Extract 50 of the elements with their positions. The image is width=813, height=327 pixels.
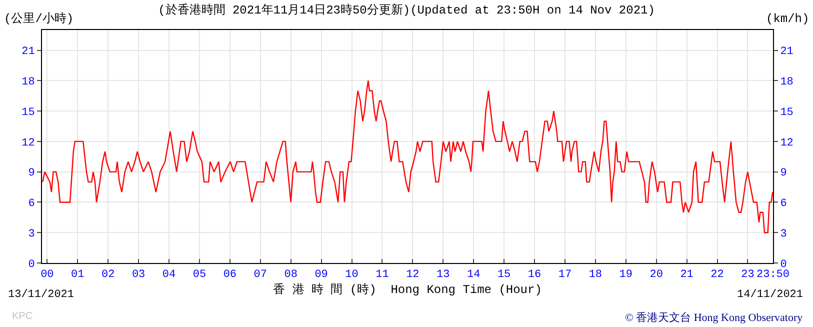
y-tick-label: 6 [28, 198, 35, 210]
x-tick-label: 11 [376, 269, 390, 282]
text: © 香港天文台 Hong Kong Observatory [625, 311, 804, 324]
x-tick-label: 15 [497, 269, 511, 282]
x-tick-label: 02 [101, 269, 115, 282]
text: (km/h) [766, 12, 810, 26]
x-tick-label: 20 [650, 269, 663, 282]
x-tick-label: 00 [40, 269, 54, 282]
chart-title: (於香港時間 2021年11月14日23時50分更新)(Updated at 23:50H on 14 Nov 2021) [158, 2, 655, 18]
y2-tick-label: 21 [780, 46, 794, 58]
x-tick-label: 01 [71, 269, 85, 282]
x-tick-label: 09 [314, 269, 328, 282]
x-axis-title: 香 港 時 間 (時) Hong Kong Time (Hour) [273, 283, 542, 298]
text: 13/11/2021 [8, 289, 74, 301]
x-tick-label: 04 [162, 269, 176, 282]
y-tick-label: 9 [28, 168, 35, 180]
x-tick-label: 22 [710, 269, 724, 282]
x-tick-label: 14 [466, 269, 481, 282]
y-tick-label: 0 [28, 258, 35, 271]
x-tick-label: 10 [345, 269, 358, 282]
y-tick-label: 18 [22, 76, 35, 88]
y-tick-label: 12 [22, 137, 35, 150]
y2-tick-label: 6 [780, 198, 787, 210]
y2-tick-label: 9 [780, 168, 787, 180]
x-tick-label: 21 [680, 269, 694, 282]
x-tick-label: 16 [528, 269, 542, 282]
x-tick-label: 05 [192, 269, 206, 282]
x-tick-label: 19 [619, 269, 632, 282]
y2-tick-label: 12 [780, 137, 794, 150]
y2-tick-label: 15 [780, 106, 794, 119]
x-tick-label: 08 [284, 269, 298, 282]
text: 14/11/2021 [737, 289, 804, 301]
x-tick-label: 23 [741, 269, 754, 282]
x-tick-label: 23:50 [756, 269, 790, 282]
x-tick-label: 13 [436, 269, 450, 282]
y-tick-label: 3 [28, 228, 35, 240]
x-tick-label: 03 [132, 269, 146, 282]
x-tick-label: 17 [558, 269, 572, 282]
y2-tick-label: 0 [780, 258, 787, 271]
y2-tick-label: 3 [780, 228, 787, 240]
y-tick-label: 15 [22, 106, 35, 119]
x-tick-label: 12 [406, 269, 420, 282]
x-tick-label: 07 [254, 269, 267, 282]
x-tick-label: 18 [588, 269, 602, 282]
line-series [42, 80, 773, 234]
y-tick-label: 21 [22, 46, 36, 58]
y2-tick-label: 18 [780, 76, 794, 88]
x-tick-label: 06 [223, 269, 237, 282]
text: KPC [12, 311, 33, 322]
text: (公里/小時) [4, 12, 74, 26]
